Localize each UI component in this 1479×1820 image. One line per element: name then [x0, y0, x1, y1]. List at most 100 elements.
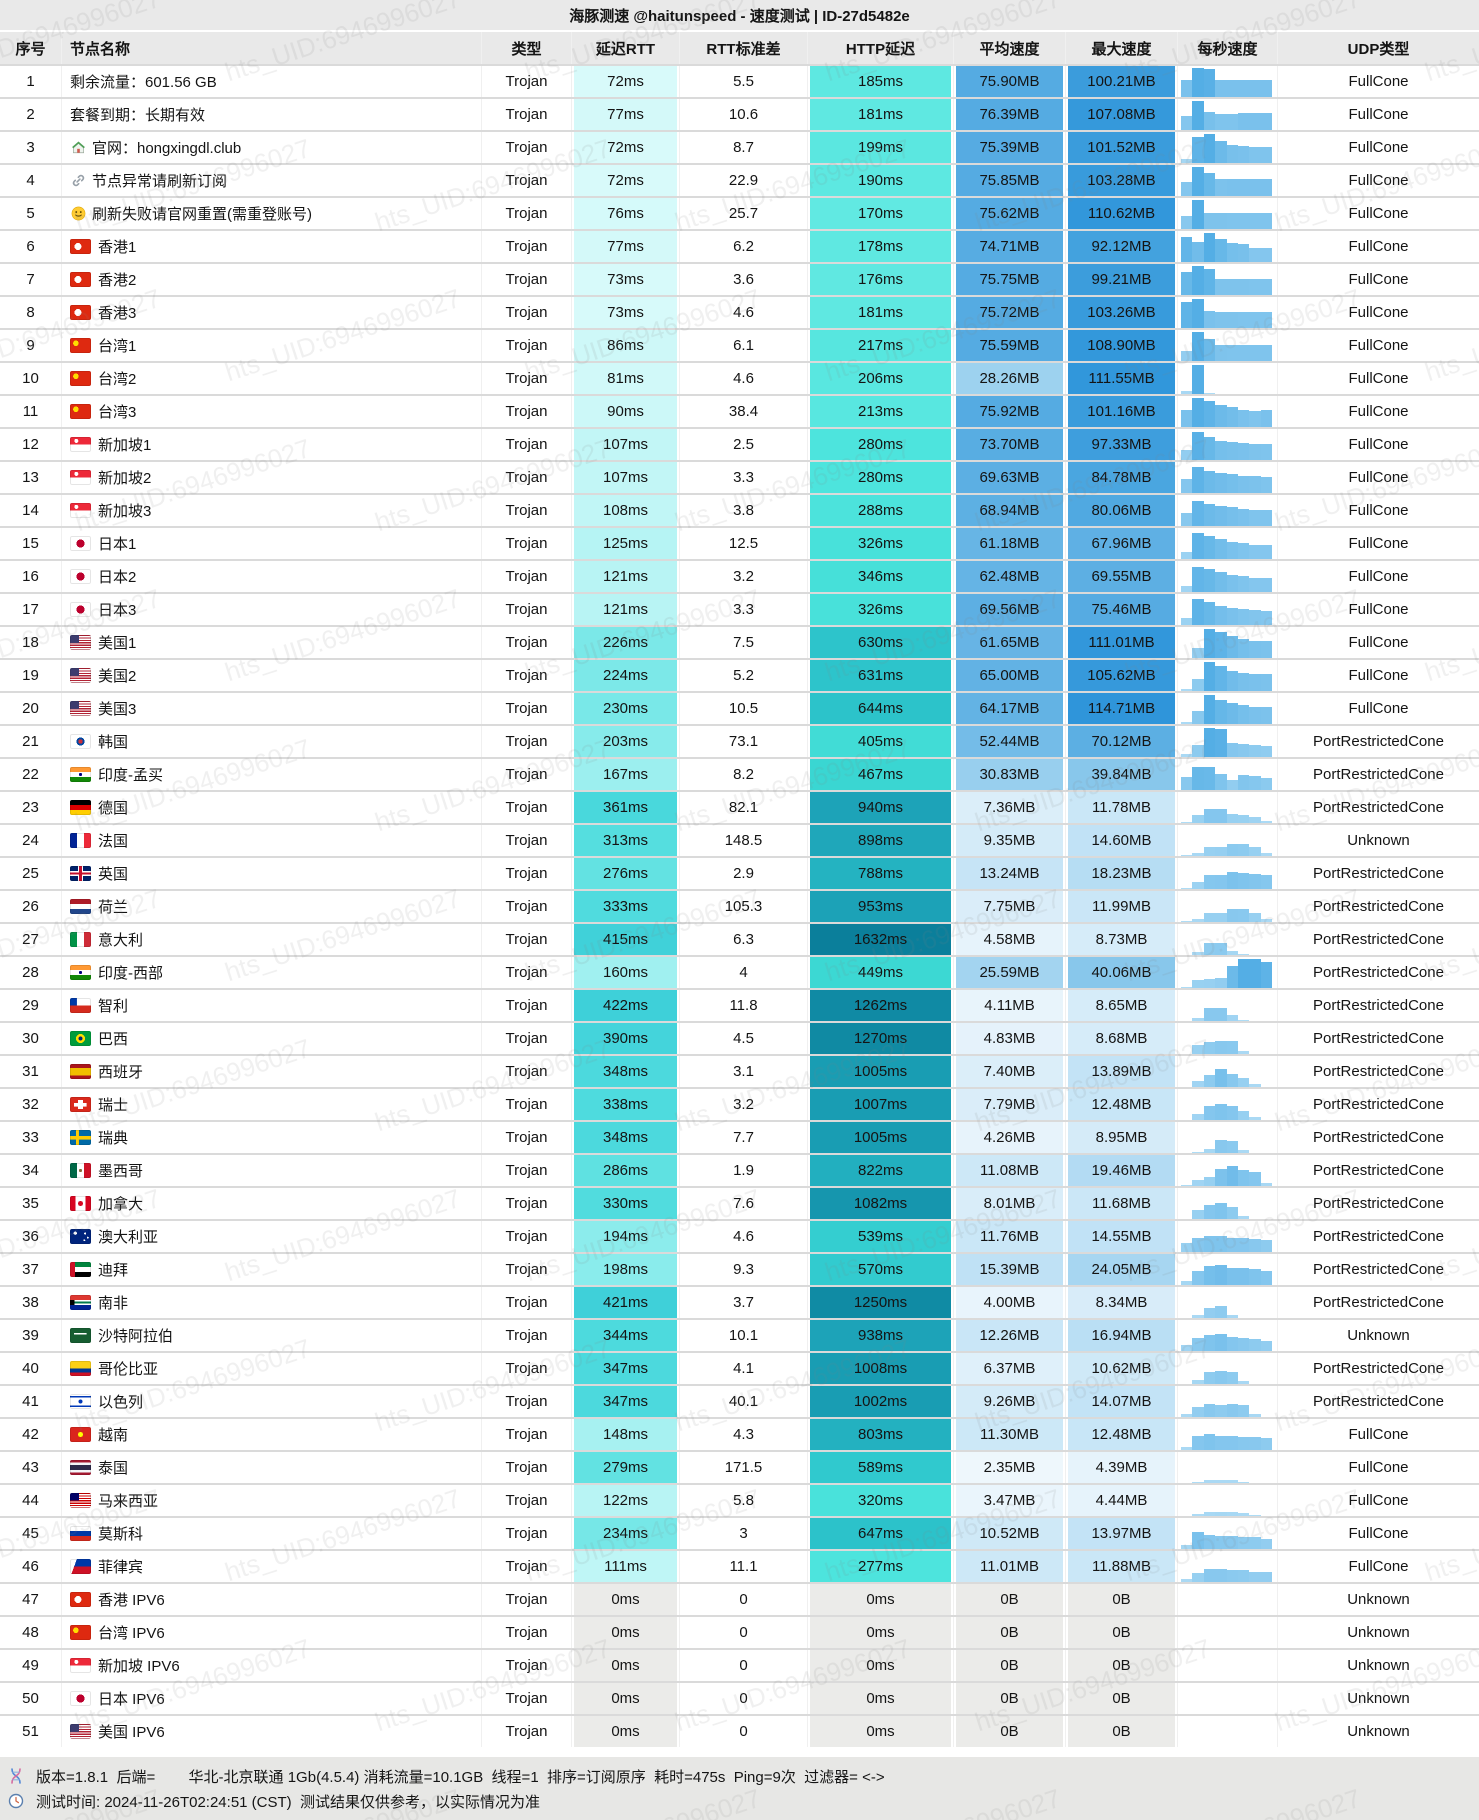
udp-type: FullCone: [1348, 73, 1409, 90]
rtt-latency: 72ms: [572, 66, 680, 97]
avg-speed: 7.75MB: [954, 891, 1066, 922]
per-second-speed-chart: [1178, 1023, 1278, 1054]
max-speed: 11.99MB: [1066, 891, 1178, 922]
rtt-stddev: 4.6: [680, 297, 808, 328]
rtt-latency: 313ms: [572, 825, 680, 856]
node-type: Trojan: [482, 396, 572, 427]
max-speed: 13.89MB: [1066, 1056, 1178, 1087]
node-name: 智利: [62, 990, 482, 1021]
node-name: 西班牙: [62, 1056, 482, 1087]
node-name: 泰国: [62, 1452, 482, 1483]
per-second-speed-chart: [1178, 99, 1278, 130]
max-speed: 0B: [1066, 1617, 1178, 1648]
node-type: Trojan: [482, 1155, 572, 1186]
row-index: 38: [0, 1287, 62, 1318]
node-name: 以色列: [62, 1386, 482, 1417]
http-latency: 1008ms: [808, 1353, 954, 1384]
rtt-stddev: 9.3: [680, 1254, 808, 1285]
node-name: 澳大利亚: [62, 1221, 482, 1252]
udp-type: FullCone: [1348, 337, 1409, 354]
speed-sparkline: [1180, 1518, 1275, 1549]
flag-icon-es: [70, 1064, 91, 1079]
flag-icon-hk: [70, 272, 91, 287]
http-latency: 181ms: [808, 99, 954, 130]
table-body: 1 剩余流量：601.56 GB Trojan 72ms 5.5 185ms 75.90MB…: [0, 64, 1479, 1747]
http-latency: 280ms: [808, 429, 954, 460]
rtt-latency: 422ms: [572, 990, 680, 1021]
rtt-stddev: 0: [680, 1716, 808, 1747]
max-speed: 10.62MB: [1066, 1353, 1178, 1384]
rtt-stddev: 4.1: [680, 1353, 808, 1384]
row-index: 43: [0, 1452, 62, 1483]
row-index: 45: [0, 1518, 62, 1549]
node-name: 套餐到期：长期有效: [62, 99, 482, 130]
node-type: Trojan: [482, 1386, 572, 1417]
max-speed: 111.01MB: [1066, 627, 1178, 658]
table-row: 1 剩余流量：601.56 GB Trojan 72ms 5.5 185ms 75.90MB…: [0, 64, 1479, 97]
http-latency: 644ms: [808, 693, 954, 724]
avg-speed: 75.75MB: [954, 264, 1066, 295]
per-second-speed-chart: [1178, 990, 1278, 1021]
row-index: 9: [0, 330, 62, 361]
node-type: Trojan: [482, 1551, 572, 1582]
column-header-6: 平均速度: [954, 32, 1066, 64]
per-second-speed-chart: [1178, 1617, 1278, 1648]
udp-type: FullCone: [1348, 139, 1409, 156]
row-index: 1: [0, 66, 62, 97]
row-index: 5: [0, 198, 62, 229]
dna-icon: [8, 1768, 24, 1784]
rtt-latency: 0ms: [572, 1683, 680, 1714]
rtt-latency: 72ms: [572, 132, 680, 163]
http-latency: 940ms: [808, 792, 954, 823]
row-index: 16: [0, 561, 62, 592]
avg-speed: 15.39MB: [954, 1254, 1066, 1285]
node-type: Trojan: [482, 198, 572, 229]
max-speed: 19.46MB: [1066, 1155, 1178, 1186]
per-second-speed-chart: [1178, 660, 1278, 691]
avg-speed: 4.00MB: [954, 1287, 1066, 1318]
http-latency: 898ms: [808, 825, 954, 856]
node-name-text: 香港3: [98, 305, 137, 322]
node-type: Trojan: [482, 297, 572, 328]
row-index: 17: [0, 594, 62, 625]
node-type: Trojan: [482, 1023, 572, 1054]
flag-icon-cn: [70, 338, 91, 353]
per-second-speed-chart: [1178, 1650, 1278, 1681]
node-type: Trojan: [482, 957, 572, 988]
per-second-speed-chart: [1178, 1320, 1278, 1351]
table-row: 6 香港1 Trojan 77ms 6.2 178ms 74.71MB 92.12MB Full…: [0, 229, 1479, 262]
http-latency: 1007ms: [808, 1089, 954, 1120]
rtt-latency: 348ms: [572, 1122, 680, 1153]
row-index: 39: [0, 1320, 62, 1351]
speed-sparkline: [1180, 759, 1275, 790]
http-latency: 206ms: [808, 363, 954, 394]
rtt-latency: 167ms: [572, 759, 680, 790]
node-type: Trojan: [482, 1287, 572, 1318]
per-second-speed-chart: [1178, 66, 1278, 97]
flag-icon-gb: [70, 866, 91, 881]
avg-speed: 52.44MB: [954, 726, 1066, 757]
node-name-text: 台湾2: [98, 371, 137, 388]
table-row: 7 香港2 Trojan 73ms 3.6 176ms 75.75MB 99.21MB Full…: [0, 262, 1479, 295]
udp-type: FullCone: [1348, 700, 1409, 717]
node-name-text: 加拿大: [98, 1196, 144, 1213]
rtt-stddev: 3.7: [680, 1287, 808, 1318]
footer-time-text: 测试时间: 2024-11-26T02:24:51 (CST) 测试结果仅供参考…: [36, 1793, 540, 1811]
table-row: 12 新加坡1 Trojan 107ms 2.5 280ms 73.70MB 97.33MB F…: [0, 427, 1479, 460]
max-speed: 0B: [1066, 1650, 1178, 1681]
rtt-latency: 86ms: [572, 330, 680, 361]
avg-speed: 75.59MB: [954, 330, 1066, 361]
udp-type: PortRestrictedCone: [1313, 865, 1444, 882]
rtt-latency: 0ms: [572, 1584, 680, 1615]
node-name-text: 刷新失败请官网重置(需重登账号): [92, 206, 312, 223]
avg-speed: 10.52MB: [954, 1518, 1066, 1549]
footer-meta-text: 版本=1.8.1 后端= 华北-北京联通 1Gb(4.5.4) 消耗流量=10.…: [36, 1768, 885, 1786]
speed-sparkline: [1180, 1254, 1275, 1285]
row-index: 23: [0, 792, 62, 823]
table-row: 38 南非 Trojan 421ms 3.7 1250ms 4.00MB 8.34MB Port…: [0, 1285, 1479, 1318]
row-index: 21: [0, 726, 62, 757]
speed-sparkline: [1180, 1056, 1275, 1087]
node-type: Trojan: [482, 561, 572, 592]
node-name: 马来西亚: [62, 1485, 482, 1516]
rtt-stddev: 1.9: [680, 1155, 808, 1186]
